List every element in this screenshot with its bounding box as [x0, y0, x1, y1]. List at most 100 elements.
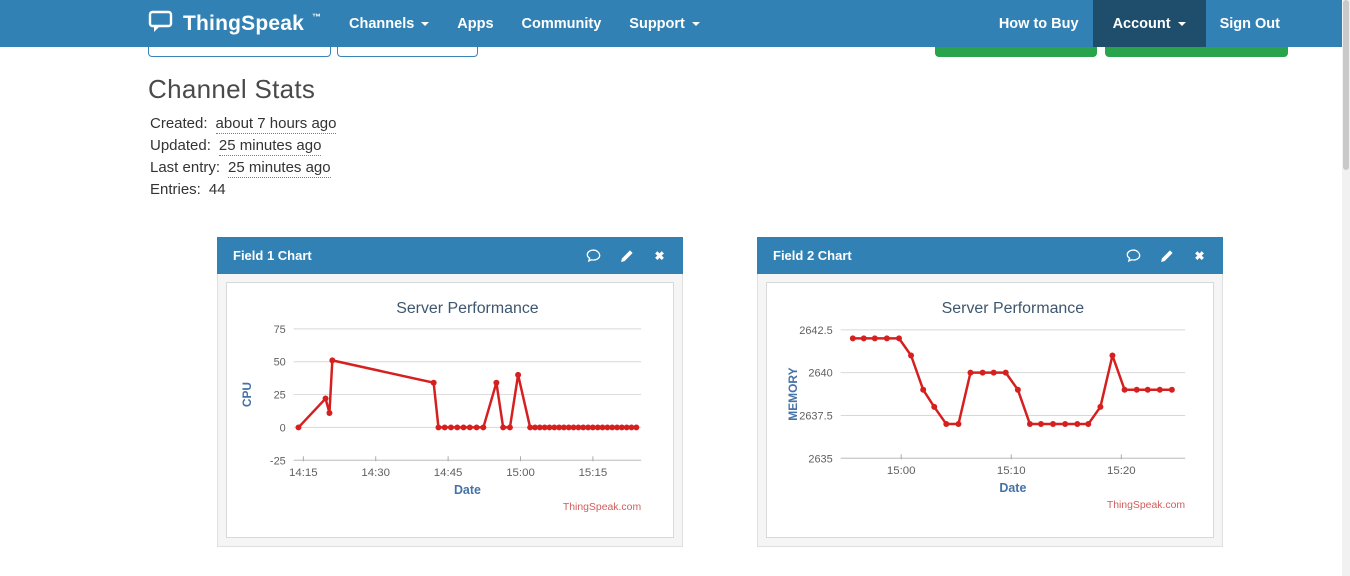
x-tick-label: 14:30: [361, 467, 390, 479]
stat-value: 25 minutes ago: [218, 137, 322, 156]
data-point: [500, 424, 507, 431]
caret-down-icon: [691, 21, 700, 26]
stat-label: Entries:: [150, 181, 201, 198]
panel-title: Field 1 Chart: [233, 248, 312, 263]
nav-community[interactable]: Community: [508, 0, 616, 47]
stat-value: 25 minutes ago: [228, 159, 331, 178]
chart-title: Server Performance: [396, 300, 539, 317]
data-point: [628, 424, 635, 431]
series-line: [851, 337, 1174, 426]
scrollbar-thumb[interactable]: [1343, 0, 1349, 170]
chart-credits: ThingSpeak.com: [1107, 500, 1185, 511]
data-point: [604, 424, 611, 431]
data-point: [623, 424, 630, 431]
y-tick-label: 2640: [808, 368, 832, 380]
data-point: [931, 403, 938, 410]
nav-sign-out-label: Sign Out: [1219, 15, 1280, 32]
close-icon[interactable]: ✖: [654, 248, 665, 263]
edit-pencil-icon[interactable]: [1159, 248, 1174, 263]
data-point: [990, 369, 997, 376]
nav-sign-out[interactable]: Sign Out: [1206, 0, 1294, 47]
data-point: [1109, 352, 1116, 359]
nav-support-label: Support: [629, 15, 685, 32]
brand-link[interactable]: ThingSpeak ™: [148, 0, 321, 47]
y-tick-label: 75: [274, 324, 286, 336]
data-point: [1168, 386, 1175, 393]
y-tick-label: 50: [274, 357, 286, 369]
data-point: [849, 335, 856, 342]
data-point: [329, 357, 336, 364]
stat-label: Created:: [150, 115, 208, 132]
data-point: [556, 424, 563, 431]
data-point: [599, 424, 606, 431]
panel-icon-group: ✖: [586, 248, 667, 263]
top-navbar: ThingSpeak ™ Channels Apps Community Sup…: [0, 0, 1342, 47]
data-point: [575, 424, 582, 431]
data-point: [1133, 386, 1140, 393]
y-tick-label: -25: [270, 455, 286, 467]
comment-icon[interactable]: [1126, 248, 1141, 263]
series-line: [297, 359, 638, 429]
nav-support[interactable]: Support: [615, 0, 714, 47]
chart-title: Server Performance: [942, 300, 1085, 317]
stat-label: Last entry:: [150, 159, 221, 176]
data-point: [1074, 421, 1081, 428]
data-point: [1062, 421, 1069, 428]
chart-area: 75 50 25 0 -25 14:15 14:30 14:45 15:00 15:15 Serve…: [226, 282, 674, 538]
data-point: [536, 424, 543, 431]
panel-header: Field 1 Chart ✖: [217, 237, 683, 274]
comment-icon[interactable]: [586, 248, 601, 263]
data-point: [560, 424, 567, 431]
nav-community-label: Community: [521, 15, 602, 32]
data-point: [506, 424, 513, 431]
panel-body: 2642.5 2640 2637.5 2635 15:00 15:10 15:20 Serve…: [757, 274, 1223, 547]
x-tick-label: 15:15: [579, 467, 608, 479]
data-point: [967, 369, 974, 376]
stat-value: 44: [208, 181, 226, 198]
close-icon[interactable]: ✖: [1194, 248, 1205, 263]
x-tick-label: 15:10: [997, 465, 1026, 477]
nav-apps[interactable]: Apps: [443, 0, 507, 47]
y-tick-label: 2642.5: [799, 325, 832, 337]
data-point: [614, 424, 621, 431]
edit-pencil-icon[interactable]: [619, 248, 634, 263]
data-point: [1121, 386, 1128, 393]
data-point: [979, 369, 986, 376]
y-axis-title: CPU: [240, 382, 254, 407]
data-point: [618, 424, 625, 431]
data-point: [326, 410, 333, 416]
field2-line-chart: 2642.5 2640 2637.5 2635 15:00 15:10 15:20 Serve…: [786, 300, 1186, 511]
data-point: [1014, 386, 1021, 393]
y-tick-label: 0: [280, 422, 286, 434]
panel-body: 75 50 25 0 -25 14:15 14:30 14:45 15:00 15:15 Serve…: [217, 274, 683, 547]
x-axis-title: Date: [999, 481, 1026, 495]
stat-row-last-entry: Last entry: 25 minutes ago: [150, 159, 336, 181]
nav-how-to-buy[interactable]: How to Buy: [985, 0, 1093, 47]
data-point: [871, 335, 878, 342]
scrollbar[interactable]: [1342, 0, 1350, 576]
nav-account[interactable]: Account: [1092, 0, 1206, 47]
data-point: [1037, 421, 1044, 428]
channel-stats-list: Created: about 7 hours ago Updated: 25 m…: [150, 115, 337, 203]
data-point: [532, 424, 539, 431]
data-point: [515, 371, 522, 378]
panel-header: Field 2 Chart ✖: [757, 237, 1223, 274]
y-tick-label: 2635: [808, 453, 832, 465]
data-point: [441, 424, 448, 431]
data-point: [448, 424, 454, 431]
stat-row-updated: Updated: 25 minutes ago: [150, 137, 336, 159]
data-point: [585, 424, 592, 431]
data-point: [1050, 421, 1057, 428]
x-tick-label: 15:00: [887, 465, 916, 477]
nav-account-label: Account: [1112, 15, 1171, 32]
data-point: [551, 424, 558, 431]
data-point: [955, 421, 962, 428]
data-point: [1097, 403, 1104, 410]
data-point: [594, 424, 601, 431]
data-point: [860, 335, 867, 342]
panel-icon-group: ✖: [1126, 248, 1207, 263]
data-point: [908, 352, 915, 359]
data-point: [570, 424, 577, 431]
nav-channels[interactable]: Channels: [335, 0, 443, 47]
